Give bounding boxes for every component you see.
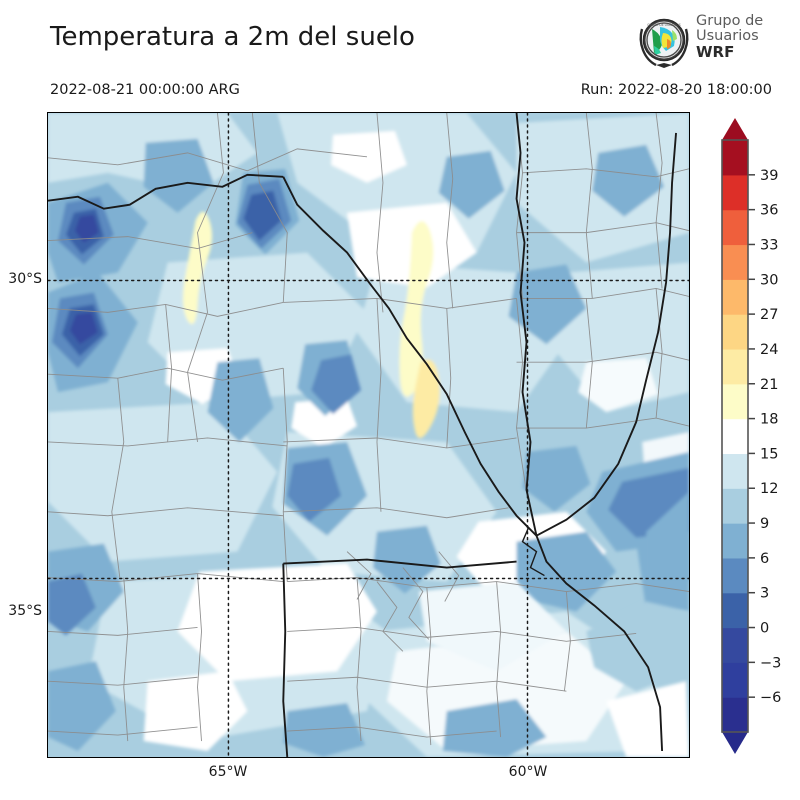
colorbar-tick-label: 3 — [760, 586, 769, 602]
y-tick-label-30s: 30°S — [8, 271, 42, 287]
valid-time-label: 2022-08-21 00:00:00 ARG — [50, 82, 240, 98]
colorbar-band — [722, 244, 748, 280]
logo-line-3: WRF — [696, 42, 735, 61]
colorbar-band — [722, 174, 748, 211]
y-tick-label-35s: 35°S — [8, 603, 42, 619]
colorbar-band — [722, 557, 748, 594]
colorbar-band — [722, 523, 748, 559]
colorbar-tick-label: 27 — [760, 307, 778, 323]
colorbar-tick-label: 18 — [760, 412, 778, 428]
colorbar-band — [722, 697, 748, 733]
x-tick-label-65w: 65°W — [208, 764, 248, 780]
colorbar-band — [722, 279, 748, 315]
colorbar-band — [722, 209, 748, 246]
colorbar-tick-label: 30 — [760, 272, 778, 288]
colorbar-tick-label: −6 — [760, 690, 781, 706]
colorbar-tick-label: 21 — [760, 377, 778, 393]
colorbar-tick-label: 24 — [760, 342, 778, 358]
run-time-label: Run: 2022-08-20 18:00:00 — [580, 82, 772, 98]
colorbar-band — [722, 662, 748, 698]
logo-line-2: Usuarios — [696, 27, 759, 44]
colorbar-band — [722, 453, 748, 489]
colorbar-band — [722, 140, 748, 176]
colorbar-tick-label: 0 — [760, 621, 769, 637]
colorbar-tick-label: −3 — [760, 655, 781, 671]
colorbar-band — [722, 314, 748, 350]
colorbar-tick-label: 36 — [760, 203, 778, 219]
colorbar-band — [722, 348, 748, 385]
colorbar-tick-label: 9 — [760, 516, 769, 532]
colorbar-band — [722, 383, 748, 420]
colorbar-band — [722, 627, 748, 663]
logo-text: Grupo de Usuarios WRF — [696, 14, 763, 60]
map-canvas[interactable] — [47, 112, 690, 758]
colorbar-tick-label: 12 — [760, 481, 778, 497]
colorbar-over-arrow — [722, 118, 748, 140]
colorbar-tick-label: 39 — [760, 168, 778, 184]
colorbar-under-arrow — [722, 732, 748, 754]
svg-text:GRUPO DE USUARIOS: GRUPO DE USUARIOS — [647, 23, 681, 27]
colorbar-band — [722, 418, 748, 455]
x-tick-label-60w: 60°W — [508, 764, 548, 780]
colorbar-band — [722, 592, 748, 629]
wrf-user-group-seal-icon: GRUPO DE USUARIOS — [639, 18, 689, 68]
colorbar-tick-label: 15 — [760, 446, 778, 462]
logo: GRUPO DE USUARIOS Grupo de Usuarios WRF — [636, 12, 786, 70]
colorbar-band — [722, 488, 748, 524]
temperature-field — [48, 113, 689, 757]
colorbar-tick-label: 6 — [760, 551, 769, 567]
colorbar-tick-label: 33 — [760, 237, 778, 253]
page-title: Temperatura a 2m del suelo — [50, 22, 415, 52]
logo-line-1: Grupo de — [696, 13, 764, 29]
